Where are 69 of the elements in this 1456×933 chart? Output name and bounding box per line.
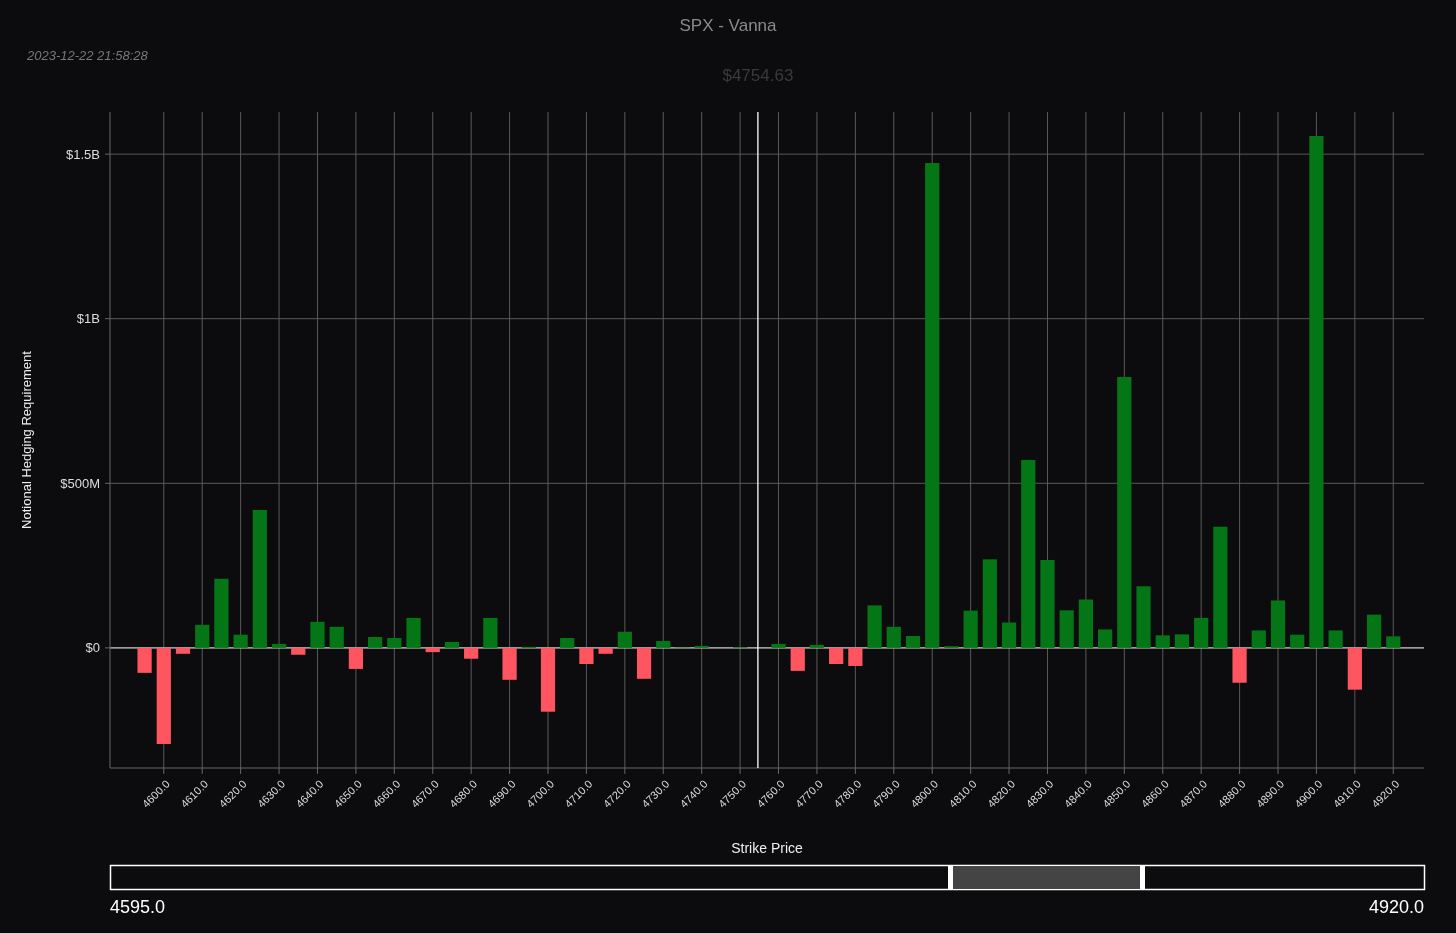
bar — [771, 643, 786, 648]
bar — [444, 641, 460, 648]
x-axis-title: Strike Price — [731, 840, 803, 856]
y-tick-label: $500M — [60, 475, 100, 491]
y-tick-label: $0 — [85, 640, 100, 656]
bar — [982, 559, 997, 648]
text: 4920.0 — [1368, 897, 1424, 917]
bar — [540, 647, 556, 712]
bar — [1366, 614, 1382, 648]
bar — [195, 624, 210, 648]
bar — [368, 637, 383, 648]
bar — [1386, 636, 1401, 648]
bar — [156, 647, 171, 744]
bar — [925, 163, 940, 648]
bar — [1290, 634, 1305, 648]
bar — [425, 647, 440, 653]
bar — [790, 647, 805, 671]
bar — [329, 626, 344, 648]
text: 2023-12-22 21:58:28 — [26, 48, 149, 63]
bar — [656, 640, 671, 648]
bar — [214, 578, 229, 648]
bar — [1328, 630, 1343, 648]
bar — [387, 637, 402, 648]
bar — [137, 647, 152, 673]
bar — [252, 509, 267, 648]
text: 4595.0 — [110, 897, 166, 917]
bar — [886, 626, 901, 648]
bar — [1098, 629, 1113, 648]
y-tick-label: $1B — [76, 311, 100, 327]
bar — [905, 636, 921, 648]
bar — [867, 605, 882, 648]
bar — [848, 647, 863, 666]
bar — [1001, 622, 1017, 648]
chart-title: SPX - Vanna — [679, 16, 778, 35]
bar — [598, 647, 613, 654]
bar — [483, 617, 498, 648]
bar — [1059, 610, 1074, 648]
bar — [1040, 559, 1055, 648]
bar — [348, 647, 363, 669]
bar — [1174, 634, 1190, 648]
bar — [1232, 647, 1247, 683]
bar — [809, 644, 825, 648]
bar — [1078, 599, 1094, 648]
bar — [560, 637, 575, 648]
y-tick-label: $1.5B — [66, 146, 100, 162]
bar — [233, 634, 248, 648]
bar — [406, 617, 421, 648]
bar — [502, 647, 517, 680]
bar — [1213, 526, 1228, 648]
bar — [1155, 635, 1170, 648]
bar — [1347, 647, 1362, 690]
bar — [310, 621, 325, 648]
y-axis-title: Notional Hedging Requirement — [19, 350, 34, 529]
bar — [636, 647, 652, 679]
bar — [963, 610, 978, 648]
bar — [175, 647, 191, 654]
bar — [464, 647, 479, 659]
bar — [1021, 459, 1036, 648]
bar — [1309, 136, 1324, 648]
bar — [271, 643, 287, 648]
bar — [1251, 630, 1266, 648]
bar — [1117, 376, 1132, 648]
bar — [1136, 586, 1151, 648]
bar — [579, 647, 594, 664]
bar — [617, 631, 632, 648]
bar — [291, 647, 306, 655]
bar — [1270, 600, 1286, 648]
bar — [1194, 617, 1209, 648]
bar — [829, 647, 844, 664]
